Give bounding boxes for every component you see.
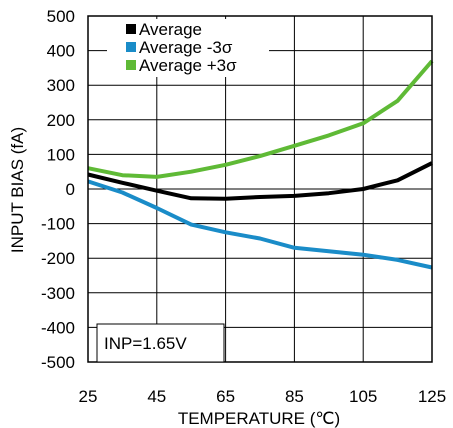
y-tick-label: -300 xyxy=(41,284,75,303)
legend-label-2: Average +3σ xyxy=(139,56,237,75)
y-tick-label: 100 xyxy=(47,145,75,164)
x-tick-label: 105 xyxy=(349,387,377,406)
y-tick-label: 300 xyxy=(47,76,75,95)
x-tick-label: 45 xyxy=(147,387,166,406)
plot-frame xyxy=(87,15,433,363)
series-line-2 xyxy=(87,59,434,179)
y-tick-label: -400 xyxy=(41,318,75,337)
x-tick-label: 25 xyxy=(79,387,98,406)
annotation-background xyxy=(96,323,225,363)
series-lines xyxy=(87,59,434,270)
plot-border xyxy=(87,15,433,363)
y-axis-label: INPUT BIAS (fA) xyxy=(8,127,27,253)
legend-label-1: Average -3σ xyxy=(139,38,233,57)
y-tick-label: 0 xyxy=(66,180,75,199)
y-tick-label: 200 xyxy=(47,111,75,130)
x-tick-label: 125 xyxy=(418,387,446,406)
y-tick-labels: 500 400 300 200 100 0 -100 -200 -300 -400 -500 xyxy=(41,7,75,372)
annotation-box: INP=1.65V xyxy=(96,323,225,363)
legend-swatch-2 xyxy=(126,60,136,70)
legend-swatch-0 xyxy=(126,24,136,34)
series-line-0 xyxy=(87,161,433,201)
x-tick-label: 85 xyxy=(285,387,304,406)
legend-swatch-1 xyxy=(126,42,136,52)
series-line-1 xyxy=(87,179,433,270)
x-axis-label: TEMPERATURE (℃) xyxy=(178,409,340,428)
y-tick-label: 500 xyxy=(47,7,75,26)
annotation-text: INP=1.65V xyxy=(104,334,187,353)
x-tick-labels: 25 45 65 85 105 125 xyxy=(79,387,447,406)
y-tick-label: 400 xyxy=(47,42,75,61)
y-tick-label: -200 xyxy=(41,249,75,268)
legend-label-0: Average xyxy=(139,20,202,39)
x-tick-label: 65 xyxy=(216,387,235,406)
y-tick-label: -500 xyxy=(41,353,75,372)
y-tick-label: -100 xyxy=(41,215,75,234)
